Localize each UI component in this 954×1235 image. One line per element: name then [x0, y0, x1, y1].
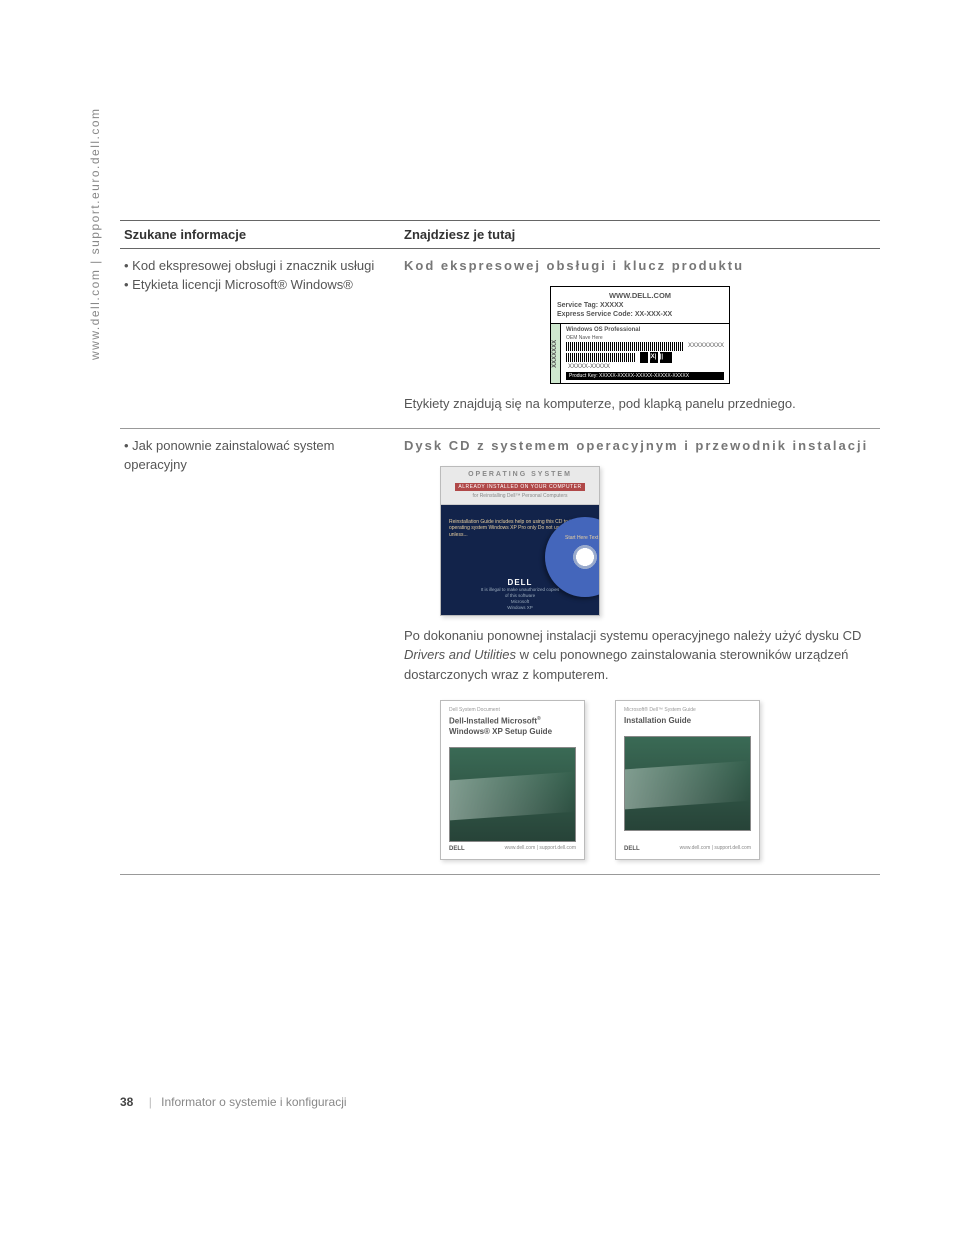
cd-title: OPERATING SYSTEM: [468, 470, 572, 480]
guide-footer-url: www.dell.com | support.dell.com: [505, 845, 576, 852]
page-footer: 38 Informator o systemie i konfiguracji: [120, 1095, 347, 1109]
row2-caption: Po dokonaniu ponownej instalacji systemu…: [404, 626, 876, 685]
row2-heading: Dysk CD z systemem operacyjnym i przewod…: [404, 437, 876, 456]
barcode-under-text: XXXXX-XXXXX: [568, 364, 724, 372]
dell-logo: DELL: [624, 845, 640, 854]
cd-footer-text: It is illegal to make unauthorized copie…: [481, 587, 560, 610]
barcode-text: XXXXXXXXX: [688, 343, 724, 351]
list-item: Jak ponownie zainstalować system operacy…: [124, 437, 396, 475]
barcode-icon: [566, 342, 684, 351]
label-top: WWW.DELL.COM Service Tag: XXXXX Express …: [550, 286, 730, 323]
col-header-right: Znajdziesz je tutaj: [400, 221, 880, 249]
label-product-key: Product Key: XXXXX-XXXXX-XXXXX-XXXXX-XXX…: [566, 372, 724, 381]
footer-title: Informator o systemie i konfiguracji: [149, 1095, 347, 1109]
label-bottom: XXXXXXX Windows OS Professional OEM Nave…: [550, 323, 730, 385]
label-side-strip: XXXXXXX: [551, 324, 561, 384]
cd-subtitle: for Reinstalling Dell™ Personal Computer…: [472, 493, 567, 500]
guide-cover-art: [624, 736, 751, 831]
guide-pretitle: Dell System Document: [449, 707, 576, 714]
label-oem: OEM Nave Here: [566, 335, 724, 342]
installation-guide-card: Microsoft® Dell™ System Guide Installati…: [615, 700, 760, 860]
label-express-code: Express Service Code: XX-XXX-XX: [557, 310, 723, 319]
setup-guide-card: Dell System Document Dell-Installed Micr…: [440, 700, 585, 860]
row1-caption: Etykiety znajdują się na komputerze, pod…: [404, 394, 876, 414]
list-item: Etykieta licencji Microsoft® Windows®: [124, 276, 396, 295]
row1-bullets: Kod ekspresowej obsługi i znacznik usług…: [124, 257, 396, 295]
guide-title: Installation Guide: [624, 716, 751, 726]
cd-banner: ALREADY INSTALLED ON YOUR COMPUTER: [455, 483, 585, 491]
label-url: WWW.DELL.COM: [557, 291, 723, 301]
table-row: Kod ekspresowej obsługi i znacznik usług…: [120, 249, 880, 429]
page-content: Szukane informacje Znajdziesz je tutaj K…: [120, 220, 880, 875]
os-cd-graphic: OPERATING SYSTEM ALREADY INSTALLED ON YO…: [440, 466, 600, 616]
row1-heading: Kod ekspresowej obsługi i klucz produktu: [404, 257, 876, 276]
row2-bullets: Jak ponownie zainstalować system operacy…: [124, 437, 396, 475]
table-row: Jak ponownie zainstalować system operacy…: [120, 428, 880, 874]
guide-pretitle: Microsoft® Dell™ System Guide: [624, 707, 751, 714]
dell-logo: DELL: [449, 845, 465, 854]
col-header-left: Szukane informacje: [120, 221, 400, 249]
barcode-icon: [566, 353, 636, 362]
info-table: Szukane informacje Znajdziesz je tutaj K…: [120, 220, 880, 875]
service-tag-label-graphic: WWW.DELL.COM Service Tag: XXXXX Express …: [550, 286, 730, 385]
hologram-icon: |X| |||: [640, 352, 672, 363]
page-number: 38: [120, 1095, 133, 1109]
guide-title: Dell-Installed Microsoft® Windows® XP Se…: [449, 716, 576, 737]
label-os-name: Windows OS Professional: [566, 327, 724, 335]
list-item: Kod ekspresowej obsługi i znacznik usług…: [124, 257, 396, 276]
guide-footer-url: www.dell.com | support.dell.com: [680, 845, 751, 852]
guide-cover-art: [449, 747, 576, 842]
guide-cards-row: Dell System Document Dell-Installed Micr…: [440, 700, 876, 860]
label-service-tag: Service Tag: XXXXX: [557, 301, 723, 310]
sidebar-url: www.dell.com | support.euro.dell.com: [88, 107, 102, 360]
